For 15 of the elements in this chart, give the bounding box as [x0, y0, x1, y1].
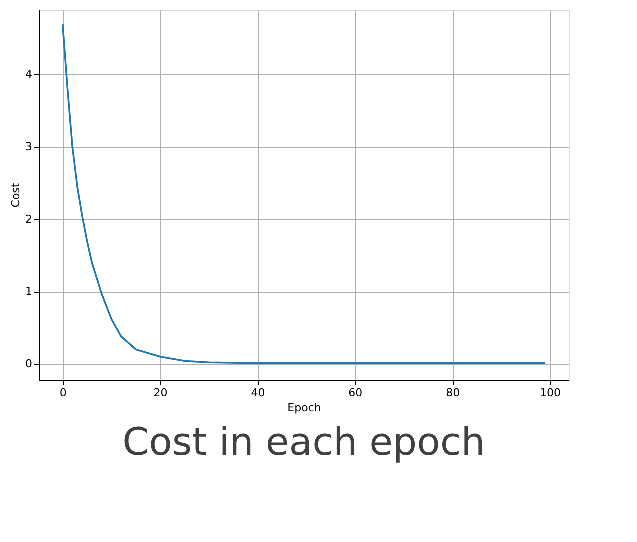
y-tick-label: 0	[26, 358, 32, 371]
y-tick-label: 4	[26, 68, 32, 81]
text: Cost in each epoch	[122, 420, 486, 464]
x-tick-label: 40	[251, 386, 266, 400]
x-tick-label: 20	[154, 386, 168, 400]
y-tick-label: 3	[26, 140, 32, 154]
y-tick-label: 2	[26, 212, 32, 226]
y-axis-title: Cost	[10, 182, 22, 208]
x-tick-label: 80	[446, 386, 460, 400]
y-tick-label: 1	[26, 285, 32, 298]
x-tick-label: 60	[348, 386, 363, 400]
x-tick-label: 0	[60, 386, 67, 400]
x-tick-label: 100	[540, 386, 561, 400]
line-series	[62, 24, 546, 364]
x-axis-title: Epoch	[288, 402, 322, 414]
